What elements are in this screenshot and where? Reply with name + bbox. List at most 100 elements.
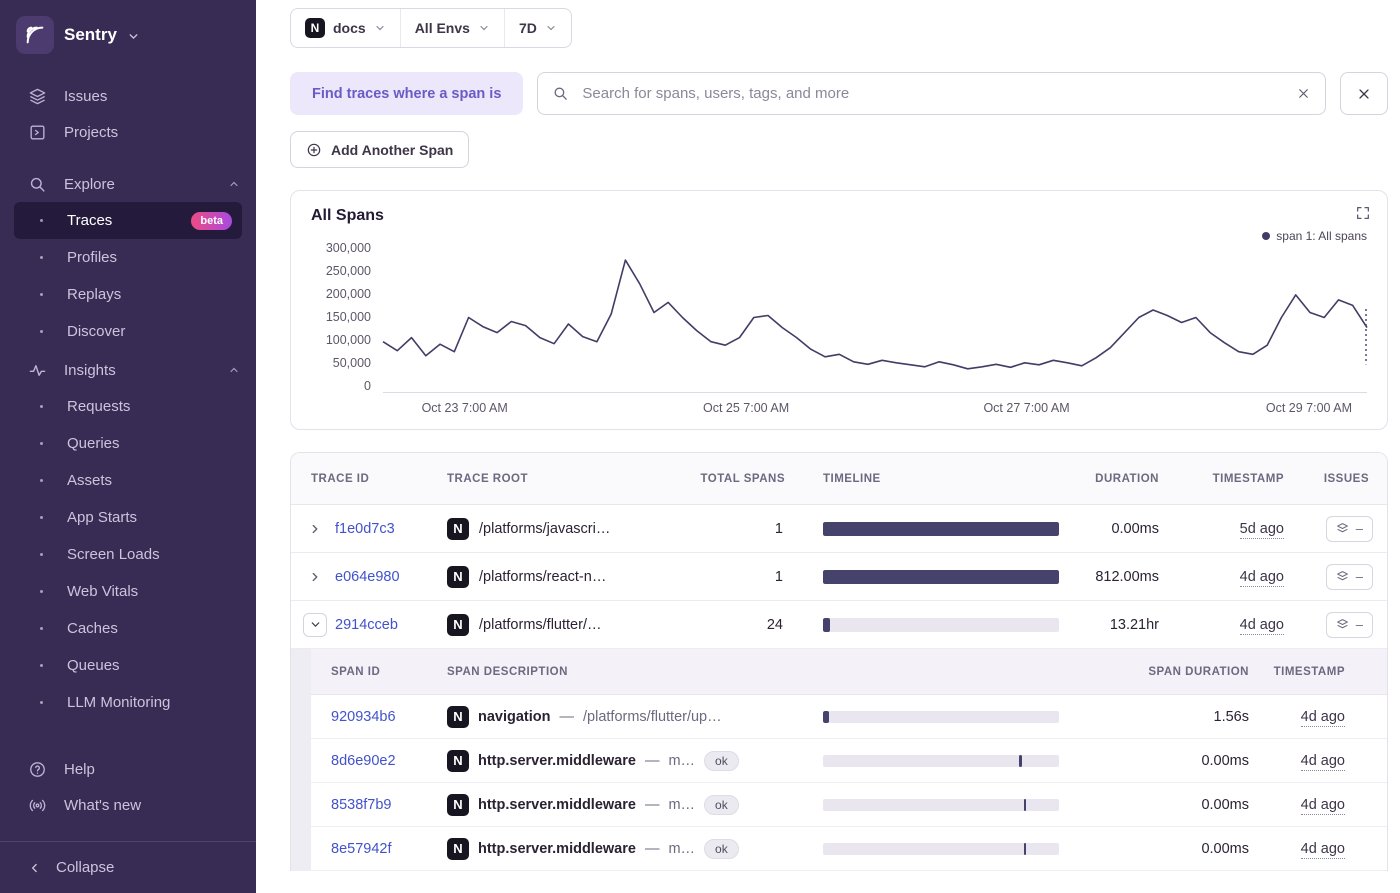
- trace-id-link[interactable]: f1e0d7c3: [335, 520, 395, 537]
- duration-value: 13.21hr: [1109, 616, 1159, 633]
- sidebar-section-explore[interactable]: Explore: [0, 166, 256, 202]
- span-description-text: m…: [668, 840, 696, 857]
- timestamp-link[interactable]: 4d ago: [1300, 796, 1345, 815]
- sidebar-section-insights[interactable]: Insights: [0, 352, 256, 388]
- sidebar-item-llm-monitoring[interactable]: LLM Monitoring: [0, 684, 256, 721]
- sidebar-item-whats-new[interactable]: What's new: [0, 787, 256, 823]
- duration-value: 812.00ms: [1095, 568, 1159, 585]
- sidebar-item-label: LLM Monitoring: [67, 694, 171, 711]
- sidebar-item-screen-loads[interactable]: Screen Loads: [0, 536, 256, 573]
- sidebar-item-label: Queries: [67, 435, 120, 452]
- span-description-text: m…: [668, 796, 696, 813]
- timeline-bar: [823, 710, 829, 723]
- sidebar-item-issues[interactable]: Issues: [0, 78, 256, 114]
- timestamp-link[interactable]: 5d ago: [1239, 520, 1284, 539]
- project-filter[interactable]: N docs: [291, 9, 401, 47]
- date-range-filter[interactable]: 7D: [505, 9, 571, 47]
- platform-icon: N: [447, 565, 469, 588]
- sidebar-item-app-starts[interactable]: App Starts: [0, 499, 256, 536]
- chevron-up-icon: [228, 364, 240, 376]
- remove-span-condition-button[interactable]: [1340, 72, 1388, 115]
- span-id-link[interactable]: 8538f7b9: [331, 796, 392, 813]
- issues-count: –: [1355, 521, 1363, 536]
- separator: —: [644, 752, 660, 769]
- sidebar-item-profiles[interactable]: Profiles: [0, 239, 256, 276]
- expand-chart-icon[interactable]: [1355, 205, 1371, 221]
- timestamp-link[interactable]: 4d ago: [1300, 752, 1345, 771]
- trace-id-link[interactable]: 2914cceb: [335, 616, 398, 633]
- span-search-box: [537, 72, 1326, 115]
- sidebar-section-label: Insights: [64, 361, 116, 379]
- platform-icon: N: [447, 837, 469, 860]
- timestamp-link[interactable]: 4d ago: [1300, 708, 1345, 727]
- span-id-link[interactable]: 8d6e90e2: [331, 752, 396, 769]
- issues-count-chip[interactable]: –: [1325, 611, 1373, 638]
- sentry-logo-icon: [16, 16, 54, 54]
- sidebar-item-requests[interactable]: Requests: [0, 388, 256, 425]
- sidebar-item-discover[interactable]: Discover: [0, 313, 256, 350]
- sidebar-item-help[interactable]: Help: [0, 751, 256, 787]
- span-op: http.server.middleware: [478, 752, 636, 769]
- platform-icon: N: [447, 705, 469, 728]
- sidebar-item-web-vitals[interactable]: Web Vitals: [0, 573, 256, 610]
- issues-count-chip[interactable]: –: [1325, 563, 1373, 590]
- trace-root-text: /platforms/flutter/…: [479, 616, 602, 633]
- chart-plot-area[interactable]: [382, 241, 1368, 393]
- col-trace-root: Trace Root: [447, 472, 529, 485]
- span-description-text: /platforms/flutter/up…: [583, 708, 722, 725]
- y-axis-labels: 300,000 250,000 200,000 150,000 100,000 50,00…: [325, 241, 371, 393]
- platform-icon: N: [447, 517, 469, 540]
- sidebar-item-label: Caches: [67, 620, 118, 637]
- sidebar-item-label: Projects: [64, 123, 119, 141]
- environment-filter[interactable]: All Envs: [401, 9, 505, 47]
- bullet-dot: [40, 442, 43, 445]
- bullet-dot: [40, 256, 43, 259]
- sidebar-collapse-button[interactable]: Collapse: [0, 841, 256, 893]
- span-id-link[interactable]: 920934b6: [331, 708, 396, 725]
- chevron-down-icon: [545, 22, 557, 34]
- sidebar-item-replays[interactable]: Replays: [0, 276, 256, 313]
- spans-subtable-header: Span ID Span Description Span Duration T…: [311, 649, 1387, 695]
- timestamp-link[interactable]: 4d ago: [1300, 840, 1345, 859]
- add-another-span-button[interactable]: Add Another Span: [290, 131, 470, 168]
- spans-line-chart: [382, 259, 1368, 370]
- trace-root-text: /platforms/react-n…: [479, 568, 607, 585]
- sidebar-item-label: Requests: [67, 398, 131, 415]
- span-duration-value: 1.56s: [1213, 708, 1249, 725]
- total-spans-value: 1: [774, 568, 783, 585]
- sidebar-item-assets[interactable]: Assets: [0, 462, 256, 499]
- span-row: 8e57942f N http.server.middleware — m… o…: [311, 827, 1387, 871]
- sidebar-item-traces[interactable]: Traces beta: [14, 202, 242, 239]
- span-duration-value: 0.00ms: [1201, 796, 1249, 813]
- expand-row-icon[interactable]: [303, 522, 327, 536]
- span-search-input[interactable]: [580, 84, 1285, 103]
- sidebar-item-queries[interactable]: Queries: [0, 425, 256, 462]
- clear-search-icon[interactable]: [1296, 86, 1311, 101]
- search-prefix-chip[interactable]: Find traces where a span is: [290, 72, 524, 115]
- bullet-dot: [40, 553, 43, 556]
- org-switcher[interactable]: Sentry: [0, 0, 256, 56]
- issues-icon: [28, 87, 48, 106]
- main-content: N docs All Envs 7D Find traces where a s…: [256, 0, 1400, 893]
- sidebar-item-label: Screen Loads: [67, 546, 160, 563]
- timeline-track: [823, 754, 1059, 767]
- expand-row-icon[interactable]: [303, 570, 327, 584]
- issues-count-chip[interactable]: –: [1325, 515, 1373, 542]
- collapse-row-icon[interactable]: [303, 612, 327, 637]
- platform-icon: N: [447, 613, 469, 636]
- timeline-track: [823, 617, 1059, 632]
- timestamp-link[interactable]: 4d ago: [1239, 616, 1284, 635]
- bullet-dot: [40, 293, 43, 296]
- timeline-bar: [1018, 754, 1022, 767]
- chevron-down-icon: [374, 22, 386, 34]
- sidebar-item-queues[interactable]: Queues: [0, 647, 256, 684]
- legend-label: span 1: All spans: [1276, 229, 1367, 243]
- span-id-link[interactable]: 8e57942f: [331, 840, 392, 857]
- bullet-dot: [40, 664, 43, 667]
- sidebar-item-projects[interactable]: Projects: [0, 114, 256, 150]
- trace-id-link[interactable]: e064e980: [335, 568, 400, 585]
- table-row: f1e0d7c3 N /platforms/javascri… 1 0.00ms…: [291, 505, 1387, 553]
- col-span-id: Span ID: [331, 665, 381, 678]
- sidebar-item-caches[interactable]: Caches: [0, 610, 256, 647]
- timestamp-link[interactable]: 4d ago: [1239, 568, 1284, 587]
